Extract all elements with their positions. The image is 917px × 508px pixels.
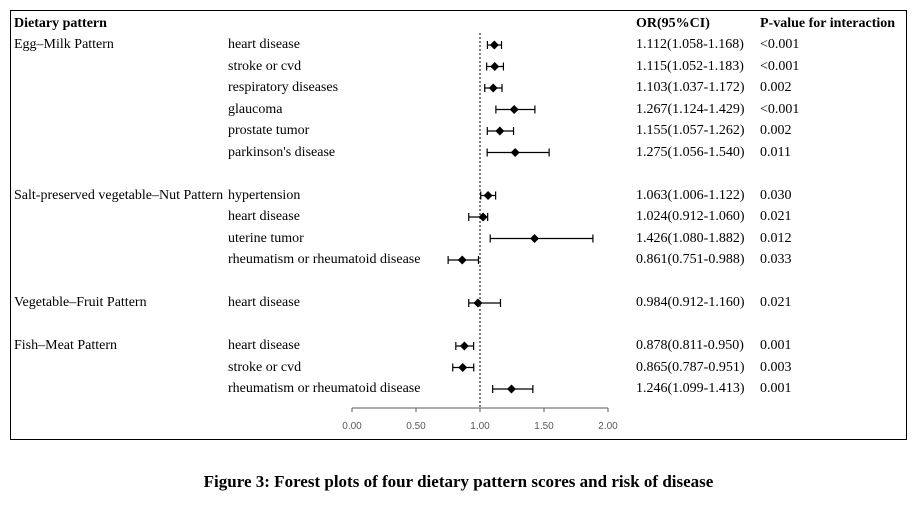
point-estimate [530, 234, 540, 243]
disease-label: parkinson's disease [228, 144, 336, 160]
point-estimate [490, 62, 500, 71]
or-ci-value: 1.063(1.006-1.122) [636, 187, 745, 203]
or-ci-value: 1.246(1.099-1.413) [636, 381, 745, 396]
pattern-label: Vegetable–Fruit Pattern [14, 295, 147, 310]
p-value: 0.011 [760, 144, 791, 160]
point-estimate [478, 212, 488, 222]
disease-label: heart disease [228, 295, 300, 310]
pattern-label: Egg–Milk Pattern [14, 37, 114, 52]
disease-label: hypertension [228, 187, 301, 203]
p-value: 0.001 [760, 338, 792, 353]
or-ci-value: 1.155(1.057-1.262) [636, 123, 745, 138]
header-dietary-pattern: Dietary pattern [14, 16, 107, 31]
or-ci-value: 1.426(1.080-1.882) [636, 230, 745, 246]
x-tick-label: 1.00 [470, 421, 490, 432]
point-estimate [489, 40, 499, 50]
p-value: 0.030 [760, 187, 792, 203]
point-estimate [483, 191, 493, 200]
p-value: 0.012 [760, 230, 792, 246]
disease-label: heart disease [228, 338, 300, 353]
p-value: 0.021 [760, 209, 792, 224]
p-value: 0.002 [760, 80, 792, 95]
or-ci-value: 1.103(1.037-1.172) [636, 80, 745, 95]
or-ci-value: 0.861(0.751-0.988) [636, 252, 745, 267]
disease-label: stroke or cvd [228, 359, 302, 375]
disease-label: stroke or cvd [228, 58, 302, 74]
pattern-label: Salt-preserved vegetable–Nut Pattern [14, 187, 224, 203]
point-estimate [506, 384, 516, 394]
point-estimate [473, 298, 483, 308]
disease-label: prostate tumor [228, 123, 310, 138]
or-ci-value: 1.024(0.912-1.060) [636, 209, 745, 224]
disease-label: heart disease [228, 37, 300, 52]
or-ci-value: 0.878(0.811-0.950) [636, 338, 744, 353]
x-tick-label: 0.50 [406, 421, 426, 432]
pattern-label: Fish–Meat Pattern [14, 338, 118, 353]
p-value: <0.001 [760, 37, 800, 52]
or-ci-value: 1.275(1.056-1.540) [636, 144, 745, 160]
disease-label: glaucoma [228, 101, 283, 117]
header-or-ci: OR(95%CI) [636, 16, 710, 31]
point-estimate [510, 148, 520, 157]
point-estimate [458, 363, 468, 372]
point-estimate [509, 105, 519, 114]
p-value: 0.003 [760, 359, 792, 375]
point-estimate [488, 83, 498, 93]
or-ci-value: 0.865(0.787-0.951) [636, 359, 745, 375]
or-ci-value: 0.984(0.912-1.160) [636, 295, 745, 310]
or-ci-value: 1.115(1.052-1.183) [636, 58, 744, 74]
or-ci-value: 1.112(1.058-1.168) [636, 37, 744, 52]
or-ci-value: 1.267(1.124-1.429) [636, 101, 745, 117]
point-estimate [459, 341, 469, 351]
point-estimate [495, 126, 505, 136]
x-tick-label: 2.00 [598, 421, 618, 432]
p-value: <0.001 [760, 58, 800, 74]
p-value: <0.001 [760, 101, 800, 117]
disease-label: uterine tumor [228, 230, 304, 246]
p-value: 0.001 [760, 381, 792, 396]
point-estimate [457, 255, 467, 265]
disease-label: heart disease [228, 209, 300, 224]
x-tick-label: 0.00 [342, 421, 362, 432]
p-value: 0.033 [760, 252, 792, 267]
disease-label: rheumatism or rheumatoid disease [228, 381, 421, 396]
figure-frame [10, 10, 907, 440]
p-value: 0.002 [760, 123, 792, 138]
header-p-value: P-value for interaction [760, 16, 896, 31]
x-tick-label: 1.50 [534, 421, 554, 432]
figure-caption: Figure 3: Forest plots of four dietary p… [203, 472, 714, 491]
disease-label: respiratory diseases [228, 80, 339, 95]
p-value: 0.021 [760, 295, 792, 310]
disease-label: rheumatism or rheumatoid disease [228, 252, 421, 267]
